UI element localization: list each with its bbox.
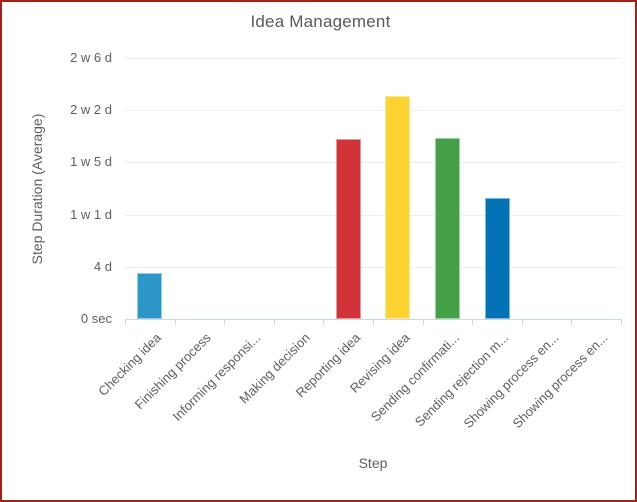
x-tick-mark bbox=[373, 319, 374, 325]
x-tick-mark bbox=[273, 319, 275, 325]
bar-sending-rejection-m-[interactable] bbox=[484, 197, 510, 319]
x-tick-mark bbox=[472, 319, 474, 325]
y-tick-label: 2 w 6 d bbox=[70, 50, 112, 65]
bar-reporting-idea[interactable] bbox=[335, 138, 361, 319]
bar-checking-idea[interactable] bbox=[137, 273, 163, 319]
gridline bbox=[125, 58, 621, 59]
y-tick-label: 2 w 2 d bbox=[70, 102, 112, 118]
x-tick-mark bbox=[125, 319, 126, 325]
y-tick-label: 4 d bbox=[93, 258, 112, 274]
gridline bbox=[125, 162, 621, 164]
x-tick-mark bbox=[621, 319, 622, 325]
x-axis-title: Step bbox=[358, 455, 388, 471]
y-tick-label: 1 w 1 d bbox=[70, 206, 112, 222]
gridline bbox=[125, 266, 621, 268]
x-tick-mark bbox=[224, 319, 226, 325]
y-tick-label: 1 w 5 d bbox=[70, 154, 112, 170]
bar-revising-idea[interactable] bbox=[385, 95, 411, 319]
x-category-label: Informing responsi... bbox=[169, 330, 264, 424]
x-category-label: Sending rejection m... bbox=[412, 330, 512, 430]
x-tick-mark bbox=[571, 319, 573, 325]
y-tick-label: 0 sec bbox=[80, 311, 112, 326]
chart-title: Idea Management bbox=[250, 12, 391, 31]
x-tick-mark bbox=[521, 319, 523, 325]
x-category-label: Showing process en... bbox=[460, 330, 562, 432]
plot-area bbox=[125, 58, 621, 319]
x-category-label: Sending confirmati... bbox=[367, 330, 463, 425]
x-tick-mark bbox=[174, 319, 176, 325]
x-category-label: Showing process en... bbox=[509, 330, 611, 432]
bar-sending-confirmati-[interactable] bbox=[434, 137, 460, 319]
x-tick-mark bbox=[323, 319, 325, 325]
x-tick-mark bbox=[422, 319, 424, 325]
gridline bbox=[125, 110, 621, 112]
y-axis-title: Step Duration (Average) bbox=[29, 113, 45, 265]
gridline bbox=[125, 214, 621, 216]
